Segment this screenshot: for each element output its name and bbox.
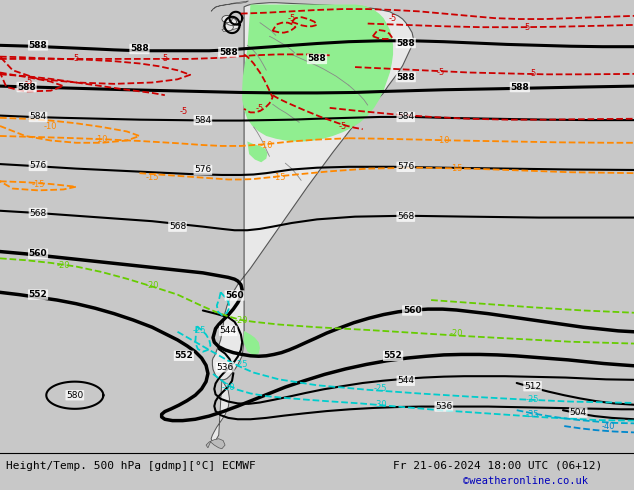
Text: 536: 536 [216, 363, 234, 371]
Text: -25: -25 [234, 360, 248, 369]
Polygon shape [212, 3, 413, 380]
Text: -20: -20 [450, 329, 463, 338]
Text: 560: 560 [225, 291, 244, 300]
Text: 536: 536 [435, 402, 453, 411]
Text: -20: -20 [234, 317, 248, 325]
Text: -5: -5 [522, 23, 531, 32]
Text: 576: 576 [194, 166, 212, 174]
Text: Fr 21-06-2024 18:00 UTC (06+12): Fr 21-06-2024 18:00 UTC (06+12) [393, 461, 602, 470]
Text: -5: -5 [338, 122, 347, 131]
Text: -10: -10 [94, 135, 108, 144]
Text: 588: 588 [396, 73, 415, 81]
Text: 552: 552 [174, 351, 193, 360]
Text: 568: 568 [169, 222, 186, 231]
Text: -15: -15 [145, 173, 159, 182]
Text: 560: 560 [29, 249, 48, 258]
Text: -10: -10 [44, 122, 58, 131]
Circle shape [226, 18, 236, 25]
Text: -30: -30 [373, 400, 387, 409]
Polygon shape [247, 142, 268, 162]
Text: -5: -5 [160, 54, 169, 63]
Text: 576: 576 [397, 162, 415, 171]
Text: -20: -20 [145, 281, 159, 290]
Text: -25: -25 [193, 326, 207, 335]
Text: 584: 584 [194, 116, 212, 124]
Text: -5: -5 [24, 77, 33, 86]
Text: 588: 588 [17, 82, 36, 92]
Text: -15: -15 [450, 164, 463, 173]
Text: -5: -5 [72, 54, 81, 63]
Text: -10: -10 [437, 136, 451, 145]
Text: -5: -5 [389, 14, 398, 23]
Text: 544: 544 [220, 326, 236, 335]
Text: 588: 588 [130, 45, 149, 53]
Text: -35: -35 [526, 410, 540, 419]
Text: Height/Temp. 500 hPa [gdmp][°C] ECMWF: Height/Temp. 500 hPa [gdmp][°C] ECMWF [6, 461, 256, 470]
Text: -40: -40 [602, 421, 616, 431]
Text: -5: -5 [256, 104, 264, 113]
Text: 584: 584 [397, 112, 415, 122]
Text: -5: -5 [528, 69, 537, 78]
Text: 568: 568 [29, 209, 47, 218]
Text: -10: -10 [259, 141, 273, 149]
Text: 588: 588 [219, 48, 238, 57]
Text: 512: 512 [524, 382, 541, 391]
Text: 588: 588 [510, 82, 529, 92]
Polygon shape [222, 25, 240, 32]
Text: -15: -15 [272, 173, 286, 182]
Polygon shape [206, 439, 225, 449]
Text: -30: -30 [221, 383, 235, 392]
Text: 504: 504 [569, 408, 587, 417]
Polygon shape [242, 4, 393, 142]
Text: 588: 588 [396, 39, 415, 48]
Text: 584: 584 [29, 112, 47, 122]
Text: 588: 588 [307, 54, 327, 63]
Text: ©weatheronline.co.uk: ©weatheronline.co.uk [463, 476, 588, 486]
Text: -5: -5 [436, 68, 445, 77]
Text: 560: 560 [403, 306, 422, 315]
Text: -25: -25 [373, 384, 387, 393]
Text: 552: 552 [29, 290, 48, 299]
Text: 576: 576 [29, 161, 47, 171]
Text: 588: 588 [29, 41, 48, 50]
Text: 552: 552 [384, 351, 403, 360]
Text: 568: 568 [397, 212, 415, 221]
Circle shape [222, 15, 232, 23]
Text: -25: -25 [526, 395, 540, 404]
Circle shape [223, 24, 233, 31]
Text: -20: -20 [56, 261, 70, 270]
Polygon shape [211, 1, 249, 11]
Text: -5: -5 [287, 14, 296, 23]
Text: -5: -5 [179, 106, 188, 116]
Text: 580: 580 [66, 391, 84, 400]
Text: 544: 544 [398, 376, 414, 385]
Text: -15: -15 [31, 180, 45, 190]
Polygon shape [243, 331, 260, 356]
Polygon shape [211, 380, 230, 442]
